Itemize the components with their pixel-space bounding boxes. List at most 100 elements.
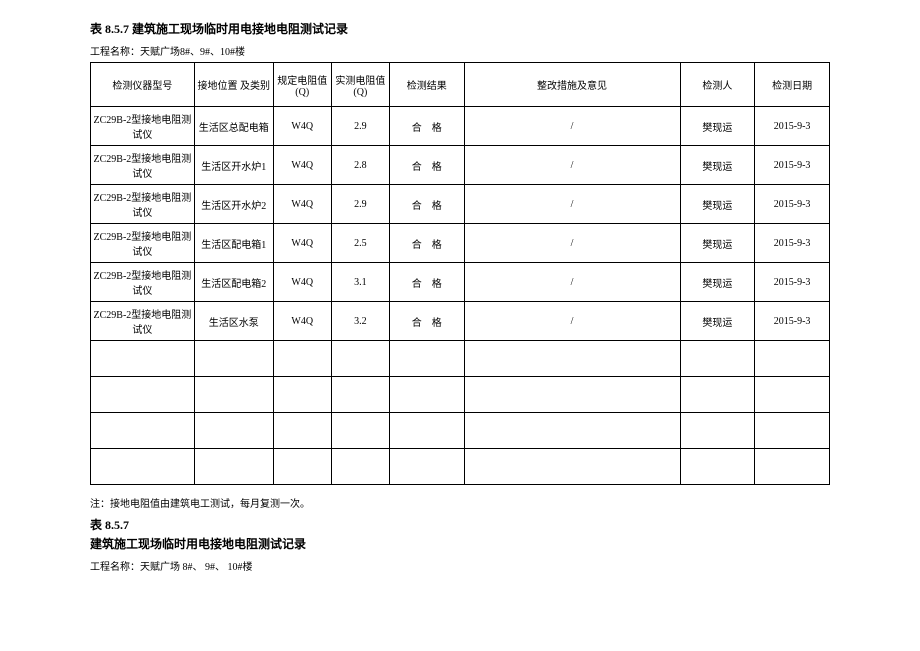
table-row — [91, 413, 830, 449]
table-cell — [389, 413, 464, 449]
subtitle-number: 表 8.5.7 — [90, 516, 830, 533]
table-cell: 2.9 — [331, 185, 389, 224]
table-cell: 樊现运 — [680, 302, 755, 341]
table-cell: 3.2 — [331, 302, 389, 341]
table-header-row: 检测仪器型号 接地位置 及类别 规定电阻值 (Q) 实测电阻值 (Q) 检测结果… — [91, 63, 830, 107]
table-cell: ZC29B-2型接地电阻测试仪 — [91, 146, 195, 185]
table-cell — [464, 377, 680, 413]
subtitle-text: 建筑施工现场临时用电接地电阻测试记录 — [90, 535, 830, 552]
table-cell: / — [464, 107, 680, 146]
table-cell — [464, 413, 680, 449]
th-action: 整改措施及意见 — [464, 63, 680, 107]
table-cell: / — [464, 263, 680, 302]
th-location: 接地位置 及类别 — [194, 63, 273, 107]
table-cell: 生活区总配电箱 — [194, 107, 273, 146]
table-body: ZC29B-2型接地电阻测试仪生活区总配电箱W4Q2.9合 格/樊现运2015-… — [91, 107, 830, 485]
table-cell — [755, 449, 830, 485]
project-name-2: 工程名称：天赋广场 8#、 9#、 10#楼 — [90, 558, 830, 573]
table-cell: 合 格 — [389, 302, 464, 341]
table-cell: 合 格 — [389, 146, 464, 185]
table-cell: ZC29B-2型接地电阻测试仪 — [91, 224, 195, 263]
table-row: ZC29B-2型接地电阻测试仪生活区水泵W4Q3.2合 格/樊现运2015-9-… — [91, 302, 830, 341]
table-cell — [331, 449, 389, 485]
table-cell: 合 格 — [389, 224, 464, 263]
table-cell: 合 格 — [389, 107, 464, 146]
table-cell — [331, 341, 389, 377]
table-cell: 樊现运 — [680, 146, 755, 185]
table-cell: 3.1 — [331, 263, 389, 302]
table-cell — [464, 449, 680, 485]
table-cell — [273, 377, 331, 413]
table-cell — [680, 413, 755, 449]
table-cell: ZC29B-2型接地电阻测试仪 — [91, 302, 195, 341]
table-cell: W4Q — [273, 263, 331, 302]
table-cell: 樊现运 — [680, 185, 755, 224]
table-cell: 2015-9-3 — [755, 302, 830, 341]
table-cell: 2.9 — [331, 107, 389, 146]
table-cell — [194, 341, 273, 377]
table-cell: 生活区水泵 — [194, 302, 273, 341]
table-cell: 合 格 — [389, 185, 464, 224]
table-row — [91, 449, 830, 485]
table-cell — [91, 413, 195, 449]
table-cell: 2015-9-3 — [755, 185, 830, 224]
table-cell — [91, 449, 195, 485]
table-cell: / — [464, 302, 680, 341]
table-row — [91, 341, 830, 377]
table-cell: 樊现运 — [680, 107, 755, 146]
table-cell: W4Q — [273, 224, 331, 263]
table-cell — [194, 449, 273, 485]
table-cell: 生活区开水炉2 — [194, 185, 273, 224]
table-cell — [755, 377, 830, 413]
table-cell — [389, 449, 464, 485]
table-cell: ZC29B-2型接地电阻测试仪 — [91, 185, 195, 224]
table-cell: W4Q — [273, 302, 331, 341]
table-cell: 樊现运 — [680, 263, 755, 302]
table-cell — [273, 449, 331, 485]
table-row: ZC29B-2型接地电阻测试仪生活区总配电箱W4Q2.9合 格/樊现运2015-… — [91, 107, 830, 146]
table-cell: 2015-9-3 — [755, 224, 830, 263]
table-row — [91, 377, 830, 413]
table-row: ZC29B-2型接地电阻测试仪生活区开水炉1W4Q2.8合 格/樊现运2015-… — [91, 146, 830, 185]
table-row: ZC29B-2型接地电阻测试仪生活区配电箱1W4Q2.5合 格/樊现运2015-… — [91, 224, 830, 263]
table-cell — [273, 341, 331, 377]
table-cell: / — [464, 146, 680, 185]
data-table: 检测仪器型号 接地位置 及类别 规定电阻值 (Q) 实测电阻值 (Q) 检测结果… — [90, 62, 830, 485]
table-cell: 生活区配电箱2 — [194, 263, 273, 302]
table-cell: / — [464, 185, 680, 224]
table-cell — [91, 341, 195, 377]
table-cell — [331, 413, 389, 449]
th-inspector: 检测人 — [680, 63, 755, 107]
table-cell — [680, 449, 755, 485]
th-instrument: 检测仪器型号 — [91, 63, 195, 107]
table-cell — [464, 341, 680, 377]
table-cell — [680, 377, 755, 413]
table-cell: 樊现运 — [680, 224, 755, 263]
table-cell: 2015-9-3 — [755, 146, 830, 185]
table-cell: 合 格 — [389, 263, 464, 302]
table-cell: 2.8 — [331, 146, 389, 185]
table-cell: ZC29B-2型接地电阻测试仪 — [91, 107, 195, 146]
th-result: 检测结果 — [389, 63, 464, 107]
table-cell: ZC29B-2型接地电阻测试仪 — [91, 263, 195, 302]
table-cell — [194, 377, 273, 413]
table-cell: 2.5 — [331, 224, 389, 263]
table-cell: W4Q — [273, 107, 331, 146]
table-cell — [91, 377, 195, 413]
table-cell: 生活区开水炉1 — [194, 146, 273, 185]
table-cell — [331, 377, 389, 413]
page-title: 表 8.5.7 建筑施工现场临时用电接地电阻测试记录 — [90, 20, 830, 37]
footnote: 注：接地电阻值由建筑电工测试，每月复测一次。 — [90, 495, 830, 510]
table-cell: / — [464, 224, 680, 263]
table-cell: 2015-9-3 — [755, 263, 830, 302]
table-cell — [680, 341, 755, 377]
th-measured: 实测电阻值 (Q) — [331, 63, 389, 107]
table-row: ZC29B-2型接地电阻测试仪生活区开水炉2W4Q2.9合 格/樊现运2015-… — [91, 185, 830, 224]
th-date: 检测日期 — [755, 63, 830, 107]
table-cell — [194, 413, 273, 449]
table-cell — [273, 413, 331, 449]
project-name: 工程名称：天赋广场8#、9#、10#楼 — [90, 43, 830, 58]
table-cell: 2015-9-3 — [755, 107, 830, 146]
th-spec: 规定电阻值 (Q) — [273, 63, 331, 107]
table-cell: W4Q — [273, 185, 331, 224]
